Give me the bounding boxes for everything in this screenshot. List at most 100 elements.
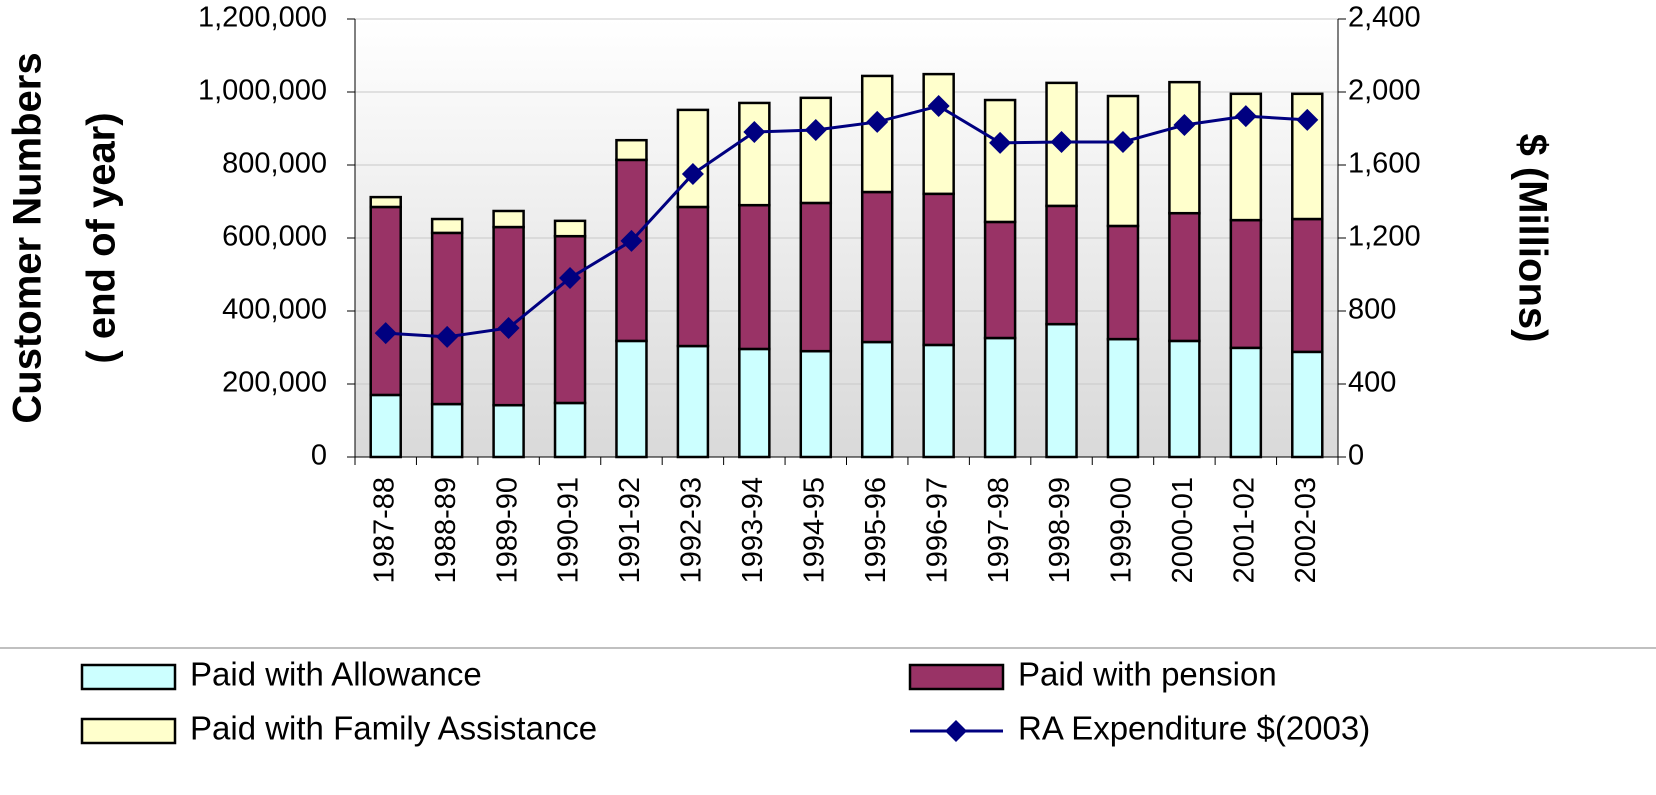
marker [1111, 131, 1134, 154]
marker [1296, 108, 1319, 131]
bar-segment [799, 349, 833, 459]
bar-segment [1229, 218, 1263, 350]
bar-segment [676, 108, 710, 209]
x-tick-label: 1997-98 [983, 477, 1015, 583]
x-tick-label: 1999-00 [1106, 477, 1138, 583]
legend-label: Paid with Allowance [190, 656, 482, 693]
bar-segment [983, 336, 1017, 459]
bar-segment [922, 72, 955, 196]
y2-tick-label: 1,600 [1348, 148, 1421, 180]
bar-segment [369, 393, 402, 459]
y2-tick-label: 800 [1348, 294, 1396, 326]
x-tick-label: 1988-89 [430, 477, 462, 583]
x-tick-label: 1994-95 [798, 477, 830, 583]
x-tick-label: 1989-90 [491, 477, 523, 583]
bar-segment [553, 401, 587, 459]
y2-axis-title: $ (Millions) [1510, 134, 1554, 343]
line [385, 104, 1308, 339]
bar-segment [1168, 80, 1201, 215]
bar-segment [799, 96, 833, 205]
x-tick-label: 2002-03 [1290, 477, 1322, 583]
x-tick-label: 1992-93 [676, 477, 708, 583]
bar-segment [676, 344, 710, 459]
bar-segment [369, 205, 402, 397]
legend-label: Paid with pension [1018, 656, 1277, 693]
bar-segment [492, 403, 525, 459]
y-tick-label: 200,000 [222, 367, 327, 399]
x-tick-label: 1998-99 [1044, 477, 1076, 583]
legend-label: Paid with Family Assistance [190, 710, 597, 747]
marker [1173, 114, 1196, 137]
bar-segment [983, 98, 1017, 224]
bar-segment [369, 195, 402, 209]
bar-segment [430, 402, 464, 459]
x-tick-label: 1990-91 [553, 477, 585, 583]
marker [1050, 131, 1073, 154]
marker [743, 120, 766, 143]
bar-segment [1045, 322, 1078, 459]
bar-segment [1229, 92, 1263, 222]
bar-segment [1229, 346, 1263, 459]
bar-segment [430, 217, 464, 235]
x-tick-label: 1993-94 [737, 477, 769, 583]
bar-segment [738, 101, 771, 207]
marker [620, 229, 643, 252]
y-axis-title: ( end of year) [80, 112, 124, 363]
y-tick-label: 600,000 [222, 221, 327, 253]
bar-segment [738, 203, 771, 351]
bar-segment [1291, 217, 1324, 354]
y-tick-label: 400,000 [222, 294, 327, 326]
bar-segment [983, 220, 1017, 340]
bar-segment [492, 209, 525, 229]
bar-segment [615, 339, 648, 459]
bar-segment [1291, 92, 1324, 221]
bar-segment [1168, 211, 1201, 343]
bar-segment [1106, 224, 1140, 341]
x-tick-label: 1987-88 [368, 477, 400, 583]
x-tick-label: 2001-02 [1229, 477, 1261, 583]
bar-segment [860, 190, 894, 344]
bar-segment [860, 74, 894, 194]
marker [804, 118, 827, 141]
bar-segment [922, 192, 955, 347]
bar-segment [1045, 204, 1078, 326]
marker [681, 162, 704, 185]
y-tick-label: 1,200,000 [198, 2, 327, 34]
bar-segment [492, 225, 525, 407]
legend-marker [945, 720, 967, 742]
marker [1234, 105, 1257, 128]
y-axis-title: Customer Numbers [6, 52, 50, 423]
marker [374, 322, 397, 345]
legend-swatch [80, 717, 177, 745]
y-tick-label: 1,000,000 [198, 75, 327, 107]
y2-tick-label: 2,000 [1348, 75, 1421, 107]
y2-tick-label: 2,400 [1348, 2, 1421, 34]
bar-segment [553, 234, 587, 405]
x-tick-label: 1991-92 [614, 477, 646, 583]
bar-segment [860, 340, 894, 459]
legend-swatch [80, 663, 177, 691]
x-tick-label: 1996-97 [921, 477, 953, 583]
bar-segment [430, 231, 464, 406]
bar-segment [615, 138, 648, 162]
x-tick-label: 2000-01 [1167, 477, 1199, 583]
y-tick-label: 0 [311, 440, 327, 472]
bar-segment [799, 201, 833, 353]
marker [866, 110, 889, 133]
x-tick-label: 1995-96 [860, 477, 892, 583]
marker [559, 266, 582, 289]
y2-tick-label: 0 [1348, 440, 1364, 472]
marker [927, 95, 950, 118]
bar-segment [1106, 337, 1140, 459]
marker [436, 325, 459, 348]
marker [989, 131, 1012, 154]
bar-segment [1168, 339, 1201, 459]
bar-segment [738, 347, 771, 459]
legend-label: RA Expenditure $(2003) [1018, 710, 1370, 747]
marker [497, 316, 520, 339]
bar-segment [1106, 94, 1140, 228]
bar-segment [1291, 350, 1324, 459]
y2-tick-label: 1,200 [1348, 221, 1421, 253]
y2-tick-label: 400 [1348, 367, 1396, 399]
